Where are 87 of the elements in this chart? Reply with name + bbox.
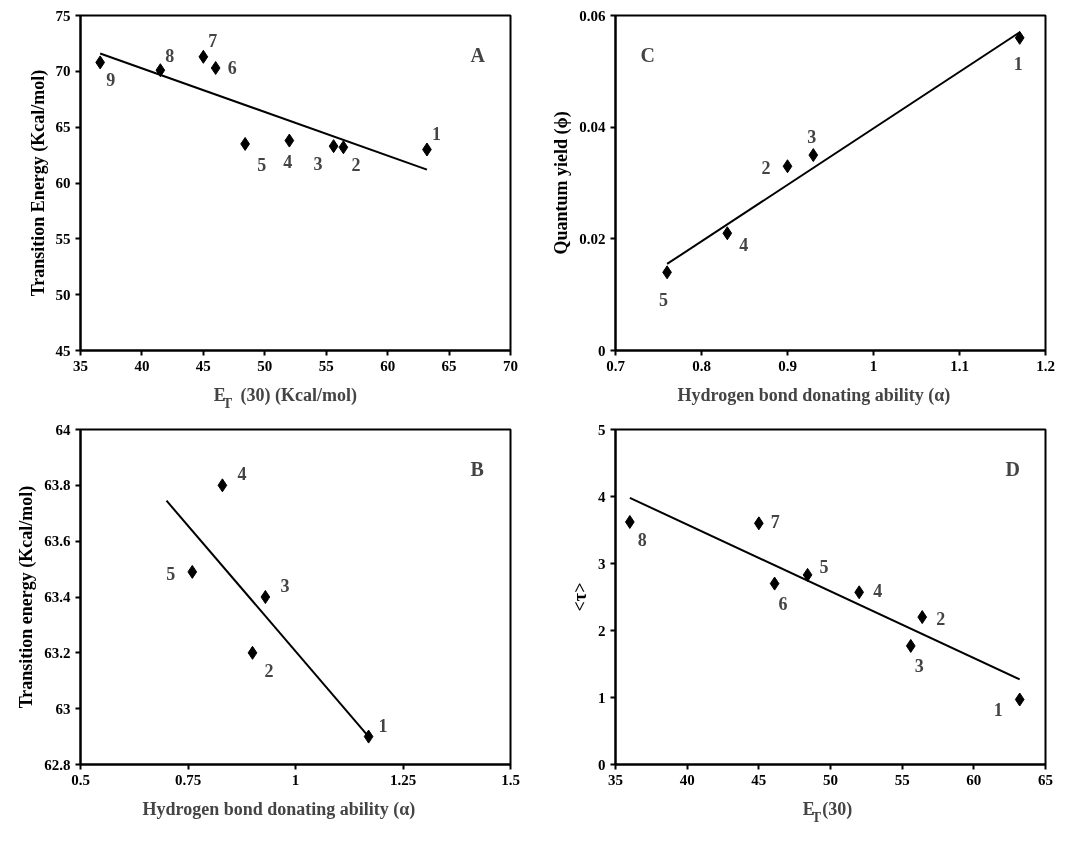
annotation: 2 — [264, 660, 274, 681]
x-tick-label: 40 — [679, 771, 695, 788]
x-tick-label: 0.8 — [692, 357, 711, 374]
annotation: 6 — [227, 57, 237, 78]
y-tick-label: 0 — [598, 756, 606, 773]
text: D — [1005, 457, 1020, 480]
text: C — [640, 43, 655, 66]
y-tick-label: 63.2 — [44, 644, 71, 661]
y-axis-title: Quantum yield (ϕ) — [551, 111, 573, 255]
annotation: 2 — [351, 155, 361, 176]
x-tick-label: 1 — [869, 357, 878, 374]
x-tick-label: 45 — [195, 357, 211, 374]
y-tick-label: 0.04 — [579, 119, 606, 136]
y-tick-label: 2 — [598, 622, 606, 639]
annotation: 8 — [637, 529, 647, 550]
annotation: 4 — [739, 235, 749, 256]
x-axis-title: Hydrogen bond donating ability (α) — [677, 384, 951, 406]
annotation: 2 — [936, 609, 946, 630]
annotation: 5 — [819, 556, 829, 577]
annotation: 5 — [257, 154, 267, 175]
x-tick-label: 60 — [966, 771, 982, 788]
x-tick-label: 0.75 — [174, 771, 202, 788]
x-tick-label: 1.1 — [950, 357, 969, 374]
x-tick-label: 65 — [1038, 771, 1053, 788]
x-tick-label: 35 — [608, 771, 623, 788]
y-tick-label: 63.4 — [44, 589, 71, 605]
x-axis-title: Hydrogen bond donating ability (α) — [142, 798, 416, 820]
annotation: 4 — [283, 151, 293, 172]
annotation: 1 — [993, 699, 1003, 720]
y-tick-label: 0.02 — [579, 230, 606, 247]
x-tick-label: 0.7 — [606, 357, 626, 374]
y-tick-label: 75 — [55, 7, 71, 24]
y-tick-label: 65 — [55, 119, 71, 136]
y-axis-title: Transition Energy (Kcal/mol) — [27, 69, 49, 297]
x-tick-label: 55 — [894, 771, 910, 788]
x-tick-label: 50 — [257, 357, 273, 374]
annotation: 1 — [1013, 53, 1023, 74]
y-tick-label: 63.8 — [44, 477, 71, 494]
x-tick-label: 40 — [134, 357, 150, 374]
y-tick-label: 63 — [55, 700, 71, 717]
x-tick-label: 70 — [503, 357, 518, 374]
y-tick-label: 45 — [55, 342, 71, 359]
x-tick-label: 1 — [291, 771, 300, 788]
x-tick-label: 35 — [73, 357, 88, 374]
y-tick-label: 64 — [55, 421, 71, 438]
x-tick-label: 65 — [441, 357, 457, 374]
y-tick-label: 5 — [598, 421, 606, 438]
x-tick-label: 0.9 — [778, 357, 797, 374]
y-tick-label: 4 — [598, 488, 606, 505]
y-tick-label: 70 — [55, 63, 71, 80]
annotation: 7 — [770, 512, 780, 533]
annotation: 7 — [208, 30, 218, 51]
y-tick-label: 63.6 — [44, 533, 71, 550]
y-tick-label: 62.8 — [44, 756, 71, 773]
annotation: 5 — [659, 290, 669, 311]
annotation: 3 — [914, 655, 924, 676]
text: A — [470, 43, 486, 66]
y-tick-label: 0 — [598, 342, 606, 359]
y-tick-label: 50 — [55, 286, 71, 303]
annotation: 2 — [761, 158, 771, 179]
annotation: 1 — [431, 123, 441, 144]
annotation: 9 — [106, 70, 116, 91]
annotation: 3 — [807, 127, 817, 148]
y-axis-title: <τ> — [570, 582, 590, 612]
annotation: 8 — [165, 46, 175, 67]
annotation: 6 — [778, 593, 788, 614]
y-tick-label: 60 — [55, 175, 71, 191]
annotation: 4 — [873, 581, 883, 602]
annotation: 3 — [313, 154, 323, 175]
x-tick-label: 1.5 — [501, 771, 520, 788]
annotation: 4 — [237, 464, 247, 485]
y-tick-label: 55 — [55, 230, 71, 247]
y-tick-label: 1 — [598, 689, 606, 706]
annotation: 5 — [166, 563, 176, 584]
x-tick-label: 0.5 — [71, 771, 90, 788]
x-tick-label: 55 — [318, 357, 334, 374]
x-tick-label: 45 — [751, 771, 767, 788]
y-tick-label: 0.06 — [579, 7, 606, 24]
x-tick-label: 1.25 — [389, 771, 417, 788]
y-tick-label: 3 — [598, 555, 606, 572]
annotation: 1 — [378, 715, 388, 736]
x-tick-label: 1.2 — [1036, 357, 1055, 374]
annotation: 3 — [280, 576, 290, 596]
x-tick-label: 50 — [823, 771, 838, 788]
text: B — [470, 457, 484, 480]
x-tick-label: 60 — [380, 357, 396, 374]
y-axis-title: Transition energy (Kcal/mol) — [16, 485, 38, 709]
